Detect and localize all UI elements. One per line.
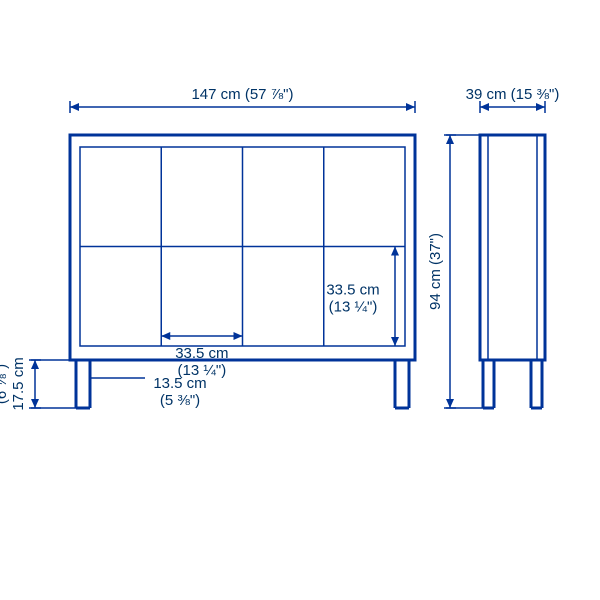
dim-height: 94 cm (37") [427,233,444,310]
dim-cube-height: 33.5 cm(13 ¼") [326,281,379,315]
svg-text:33.5 cm: 33.5 cm [175,345,228,362]
svg-text:17.5 cm: 17.5 cm [10,357,27,410]
dim-cube-width: 33.5 cm(13 ¼") [175,345,228,379]
svg-text:39 cm (15 ⅜"): 39 cm (15 ⅜") [466,86,560,103]
dim-width: 147 cm (57 ⅞") [191,86,293,103]
svg-text:33.5 cm: 33.5 cm [326,281,379,298]
svg-text:147 cm (57 ⅞"): 147 cm (57 ⅞") [191,86,293,103]
svg-text:(13 ¼"): (13 ¼") [329,298,378,315]
svg-text:(5 ⅜"): (5 ⅜") [160,392,200,409]
dim-bottom-shelf: 13.5 cm(5 ⅜") [153,375,206,409]
svg-text:(6 ⅞"): (6 ⅞") [0,364,10,404]
svg-text:94 cm (37"): 94 cm (37") [427,233,444,310]
svg-text:13.5 cm: 13.5 cm [153,375,206,392]
dim-depth: 39 cm (15 ⅜") [466,86,560,103]
dim-leg-clear: 17.5 cm(6 ⅞") [0,357,27,410]
